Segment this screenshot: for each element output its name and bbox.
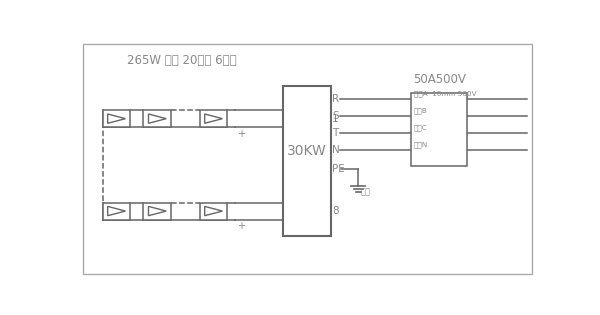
Text: 30KW: 30KW bbox=[287, 144, 326, 158]
Text: R: R bbox=[332, 94, 339, 104]
Text: 1: 1 bbox=[332, 114, 339, 124]
Text: 50A500V: 50A500V bbox=[413, 73, 466, 86]
Text: -: - bbox=[236, 197, 241, 207]
Polygon shape bbox=[148, 206, 166, 216]
Text: +: + bbox=[236, 221, 245, 231]
Bar bbox=[200, 203, 227, 220]
Text: 零线N: 零线N bbox=[414, 141, 428, 148]
Text: N: N bbox=[332, 145, 340, 155]
Polygon shape bbox=[107, 206, 125, 216]
Bar bbox=[200, 110, 227, 127]
Bar bbox=[412, 93, 467, 166]
Bar bbox=[143, 110, 171, 127]
Text: PE: PE bbox=[332, 164, 345, 174]
Polygon shape bbox=[205, 206, 223, 216]
Polygon shape bbox=[148, 114, 166, 123]
Text: 相线B: 相线B bbox=[414, 107, 428, 114]
Bar bbox=[103, 110, 130, 127]
Text: 接地: 接地 bbox=[361, 187, 371, 196]
Polygon shape bbox=[107, 114, 125, 123]
Text: 相线A  10mm 500V: 相线A 10mm 500V bbox=[414, 90, 476, 97]
Text: +: + bbox=[236, 129, 245, 139]
Bar bbox=[283, 86, 331, 236]
Text: -: - bbox=[236, 104, 241, 114]
Polygon shape bbox=[205, 114, 223, 123]
Text: 265W 组件 20串联 6并联: 265W 组件 20串联 6并联 bbox=[127, 54, 236, 67]
Text: 相线C: 相线C bbox=[414, 124, 428, 131]
Text: T: T bbox=[332, 128, 338, 138]
Bar bbox=[103, 203, 130, 220]
Bar bbox=[143, 203, 171, 220]
Text: S: S bbox=[332, 111, 339, 121]
Text: 8: 8 bbox=[332, 206, 339, 216]
